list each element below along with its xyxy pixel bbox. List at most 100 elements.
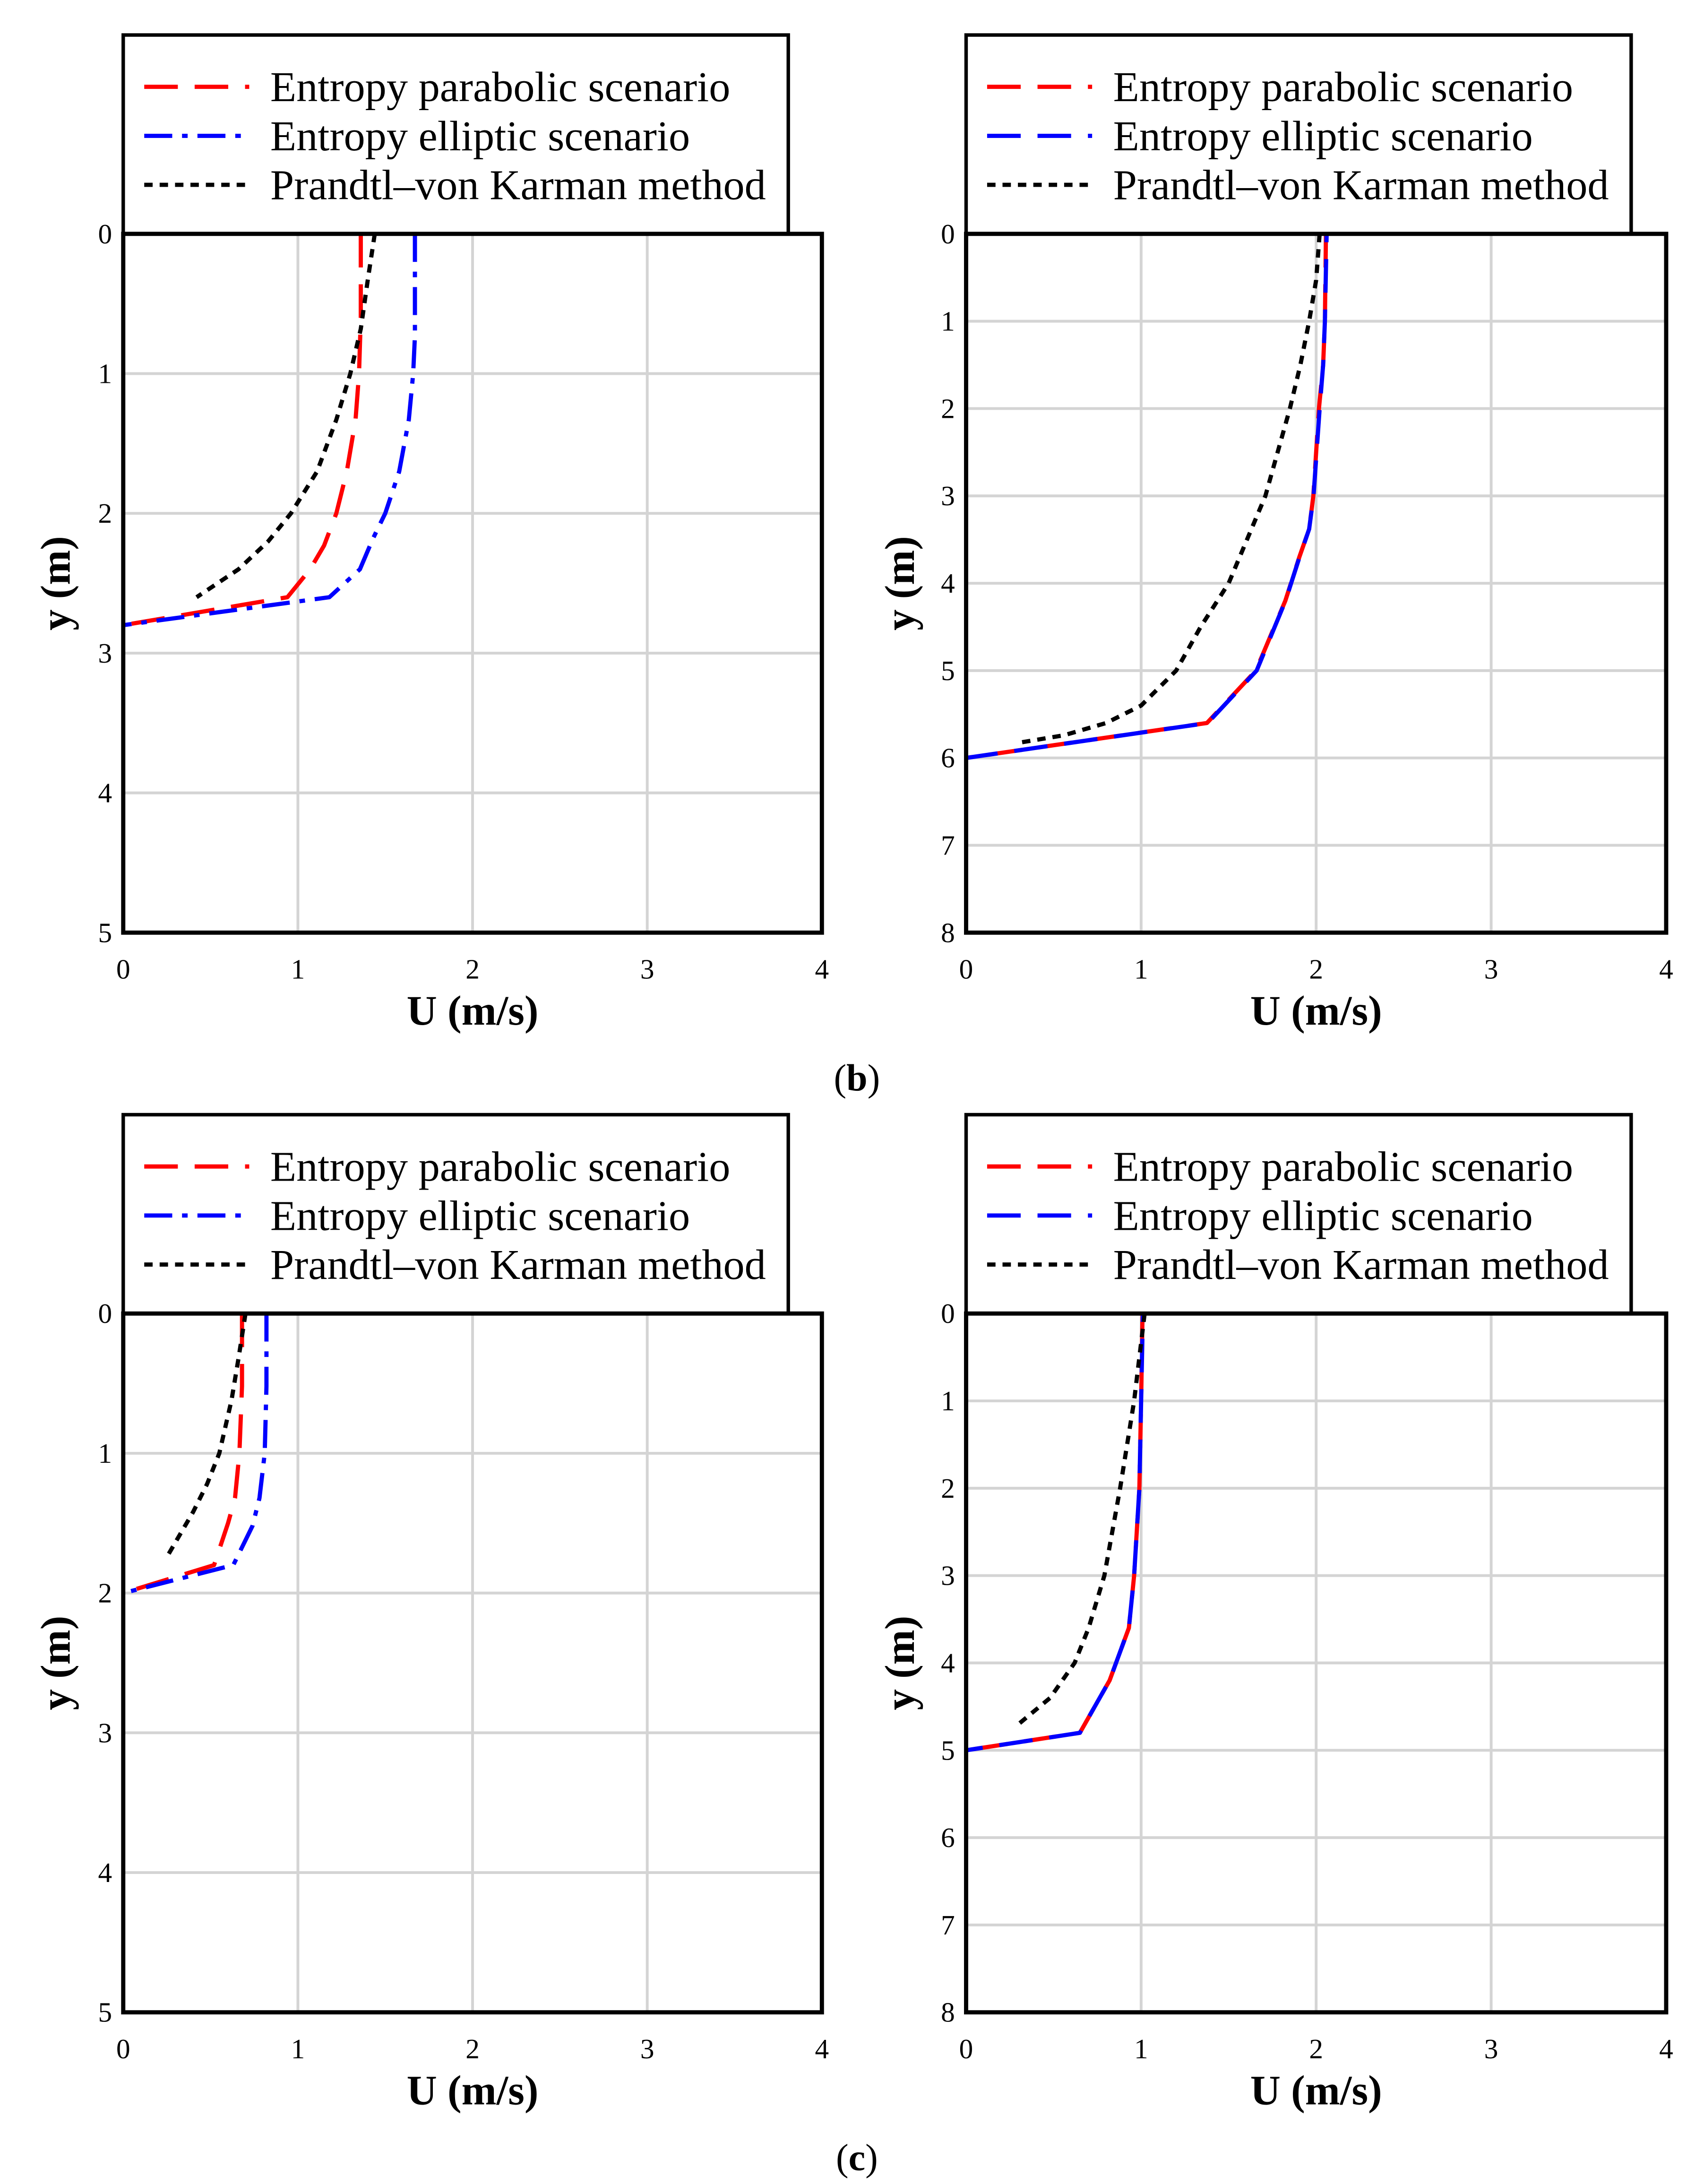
y-tick-label: 1 <box>941 1385 955 1416</box>
y-tick-label: 3 <box>98 638 112 669</box>
series-line-parabolic <box>965 1313 1145 1752</box>
plot-frame <box>121 232 824 935</box>
legend-item: Entropy parabolic scenario <box>144 63 730 111</box>
legend-item: Entropy parabolic scenario <box>987 63 1573 111</box>
x-axis-label: U (m/s) <box>407 2068 539 2114</box>
y-tick-label: 1 <box>941 306 955 337</box>
y-tick-label: 5 <box>941 1735 955 1766</box>
y-tick-label: 2 <box>941 1473 955 1504</box>
y-tick-label: 5 <box>98 917 112 948</box>
series-line-elliptic <box>122 1313 269 1595</box>
legend-item: Entropy elliptic scenario <box>144 1191 690 1239</box>
y-axis-label: y (m) <box>877 1616 923 1710</box>
y-tick-label: 4 <box>98 777 112 809</box>
y-tick-label: 8 <box>941 1997 955 2028</box>
legend-label: Prandtl–von Karman method <box>270 161 766 209</box>
x-tick-label: 4 <box>815 2033 829 2064</box>
y-tick-label: 5 <box>941 655 955 686</box>
y-tick-label: 2 <box>98 498 112 529</box>
y-tick-label: 2 <box>941 393 955 424</box>
legend-box <box>964 1113 1633 1315</box>
x-tick-label: 1 <box>291 953 305 984</box>
series-line-prandtl <box>1022 233 1322 744</box>
plot-frame <box>121 1311 824 2015</box>
y-tick-label: 7 <box>941 1909 955 1941</box>
legend-item: Entropy elliptic scenario <box>987 112 1533 160</box>
series-line-elliptic <box>965 233 1329 760</box>
panel-label: (b) <box>834 1057 880 1099</box>
series-line-elliptic <box>123 233 417 628</box>
y-axis-label: y (m) <box>33 536 79 630</box>
legend-label: Prandtl–von Karman method <box>270 1241 766 1288</box>
legend-item: Prandtl–von Karman method <box>144 1241 766 1288</box>
x-tick-label: 2 <box>465 2033 480 2064</box>
y-tick-label: 0 <box>98 1298 112 1329</box>
legend-label: Entropy parabolic scenario <box>1113 63 1573 111</box>
series-line-parabolic <box>123 233 363 628</box>
series-line-prandtl <box>167 1313 248 1555</box>
y-tick-label: 8 <box>941 917 955 948</box>
x-tick-label: 1 <box>1134 2033 1148 2064</box>
series-line-elliptic <box>965 1313 1145 1752</box>
x-tick-label: 3 <box>640 953 654 984</box>
series-line-parabolic <box>965 233 1328 760</box>
y-tick-label: 3 <box>98 1717 112 1748</box>
y-axis-label: y (m) <box>877 536 923 630</box>
legend-label: Entropy parabolic scenario <box>270 63 730 111</box>
y-tick-label: 7 <box>941 830 955 861</box>
y-axis-label: y (m) <box>33 1616 79 1710</box>
legend-label: Prandtl–von Karman method <box>1113 1241 1609 1288</box>
legend-label: Entropy elliptic scenario <box>270 112 690 160</box>
x-tick-label: 2 <box>1309 2033 1323 2064</box>
x-tick-label: 0 <box>116 2033 130 2064</box>
x-tick-label: 0 <box>959 953 973 984</box>
x-axis-label: U (m/s) <box>407 988 539 1034</box>
x-tick-label: 0 <box>116 953 130 984</box>
x-axis-label: U (m/s) <box>1250 988 1382 1034</box>
x-tick-label: 2 <box>1309 953 1323 984</box>
series-line-prandtl <box>1017 1313 1147 1726</box>
x-tick-label: 1 <box>1134 953 1148 984</box>
y-tick-label: 0 <box>98 218 112 250</box>
series-line-prandtl <box>195 233 377 599</box>
x-tick-label: 2 <box>465 953 480 984</box>
y-tick-label: 3 <box>941 480 955 511</box>
plot-frame <box>964 1311 1669 2015</box>
x-tick-label: 3 <box>1484 953 1498 984</box>
legend-item: Entropy parabolic scenario <box>144 1143 730 1191</box>
y-tick-label: 1 <box>98 358 112 389</box>
y-tick-label: 6 <box>941 1822 955 1853</box>
legend-label: Entropy parabolic scenario <box>1113 1143 1573 1191</box>
y-tick-label: 4 <box>941 1647 955 1678</box>
legend-label: Entropy elliptic scenario <box>270 1191 690 1239</box>
x-tick-label: 0 <box>959 2033 973 2064</box>
legend-item: Prandtl–von Karman method <box>987 1241 1609 1288</box>
panel-label: (c) <box>836 2137 878 2179</box>
x-tick-label: 4 <box>1659 953 1673 984</box>
legend-item: Entropy parabolic scenario <box>987 1143 1573 1191</box>
legend-box <box>121 1113 790 1315</box>
x-tick-label: 4 <box>1659 2033 1673 2064</box>
legend-label: Entropy elliptic scenario <box>1113 112 1533 160</box>
legend-item: Prandtl–von Karman method <box>144 161 766 209</box>
legend-box <box>964 33 1633 236</box>
y-tick-label: 6 <box>941 742 955 774</box>
y-tick-label: 0 <box>941 1298 955 1329</box>
series-line-parabolic <box>122 1313 244 1595</box>
legend-label: Entropy parabolic scenario <box>270 1143 730 1191</box>
legend-label: Entropy elliptic scenario <box>1113 1191 1533 1239</box>
y-tick-label: 3 <box>941 1560 955 1591</box>
y-tick-label: 4 <box>941 568 955 599</box>
y-tick-label: 0 <box>941 218 955 250</box>
y-tick-label: 4 <box>98 1857 112 1888</box>
y-tick-label: 1 <box>98 1438 112 1469</box>
